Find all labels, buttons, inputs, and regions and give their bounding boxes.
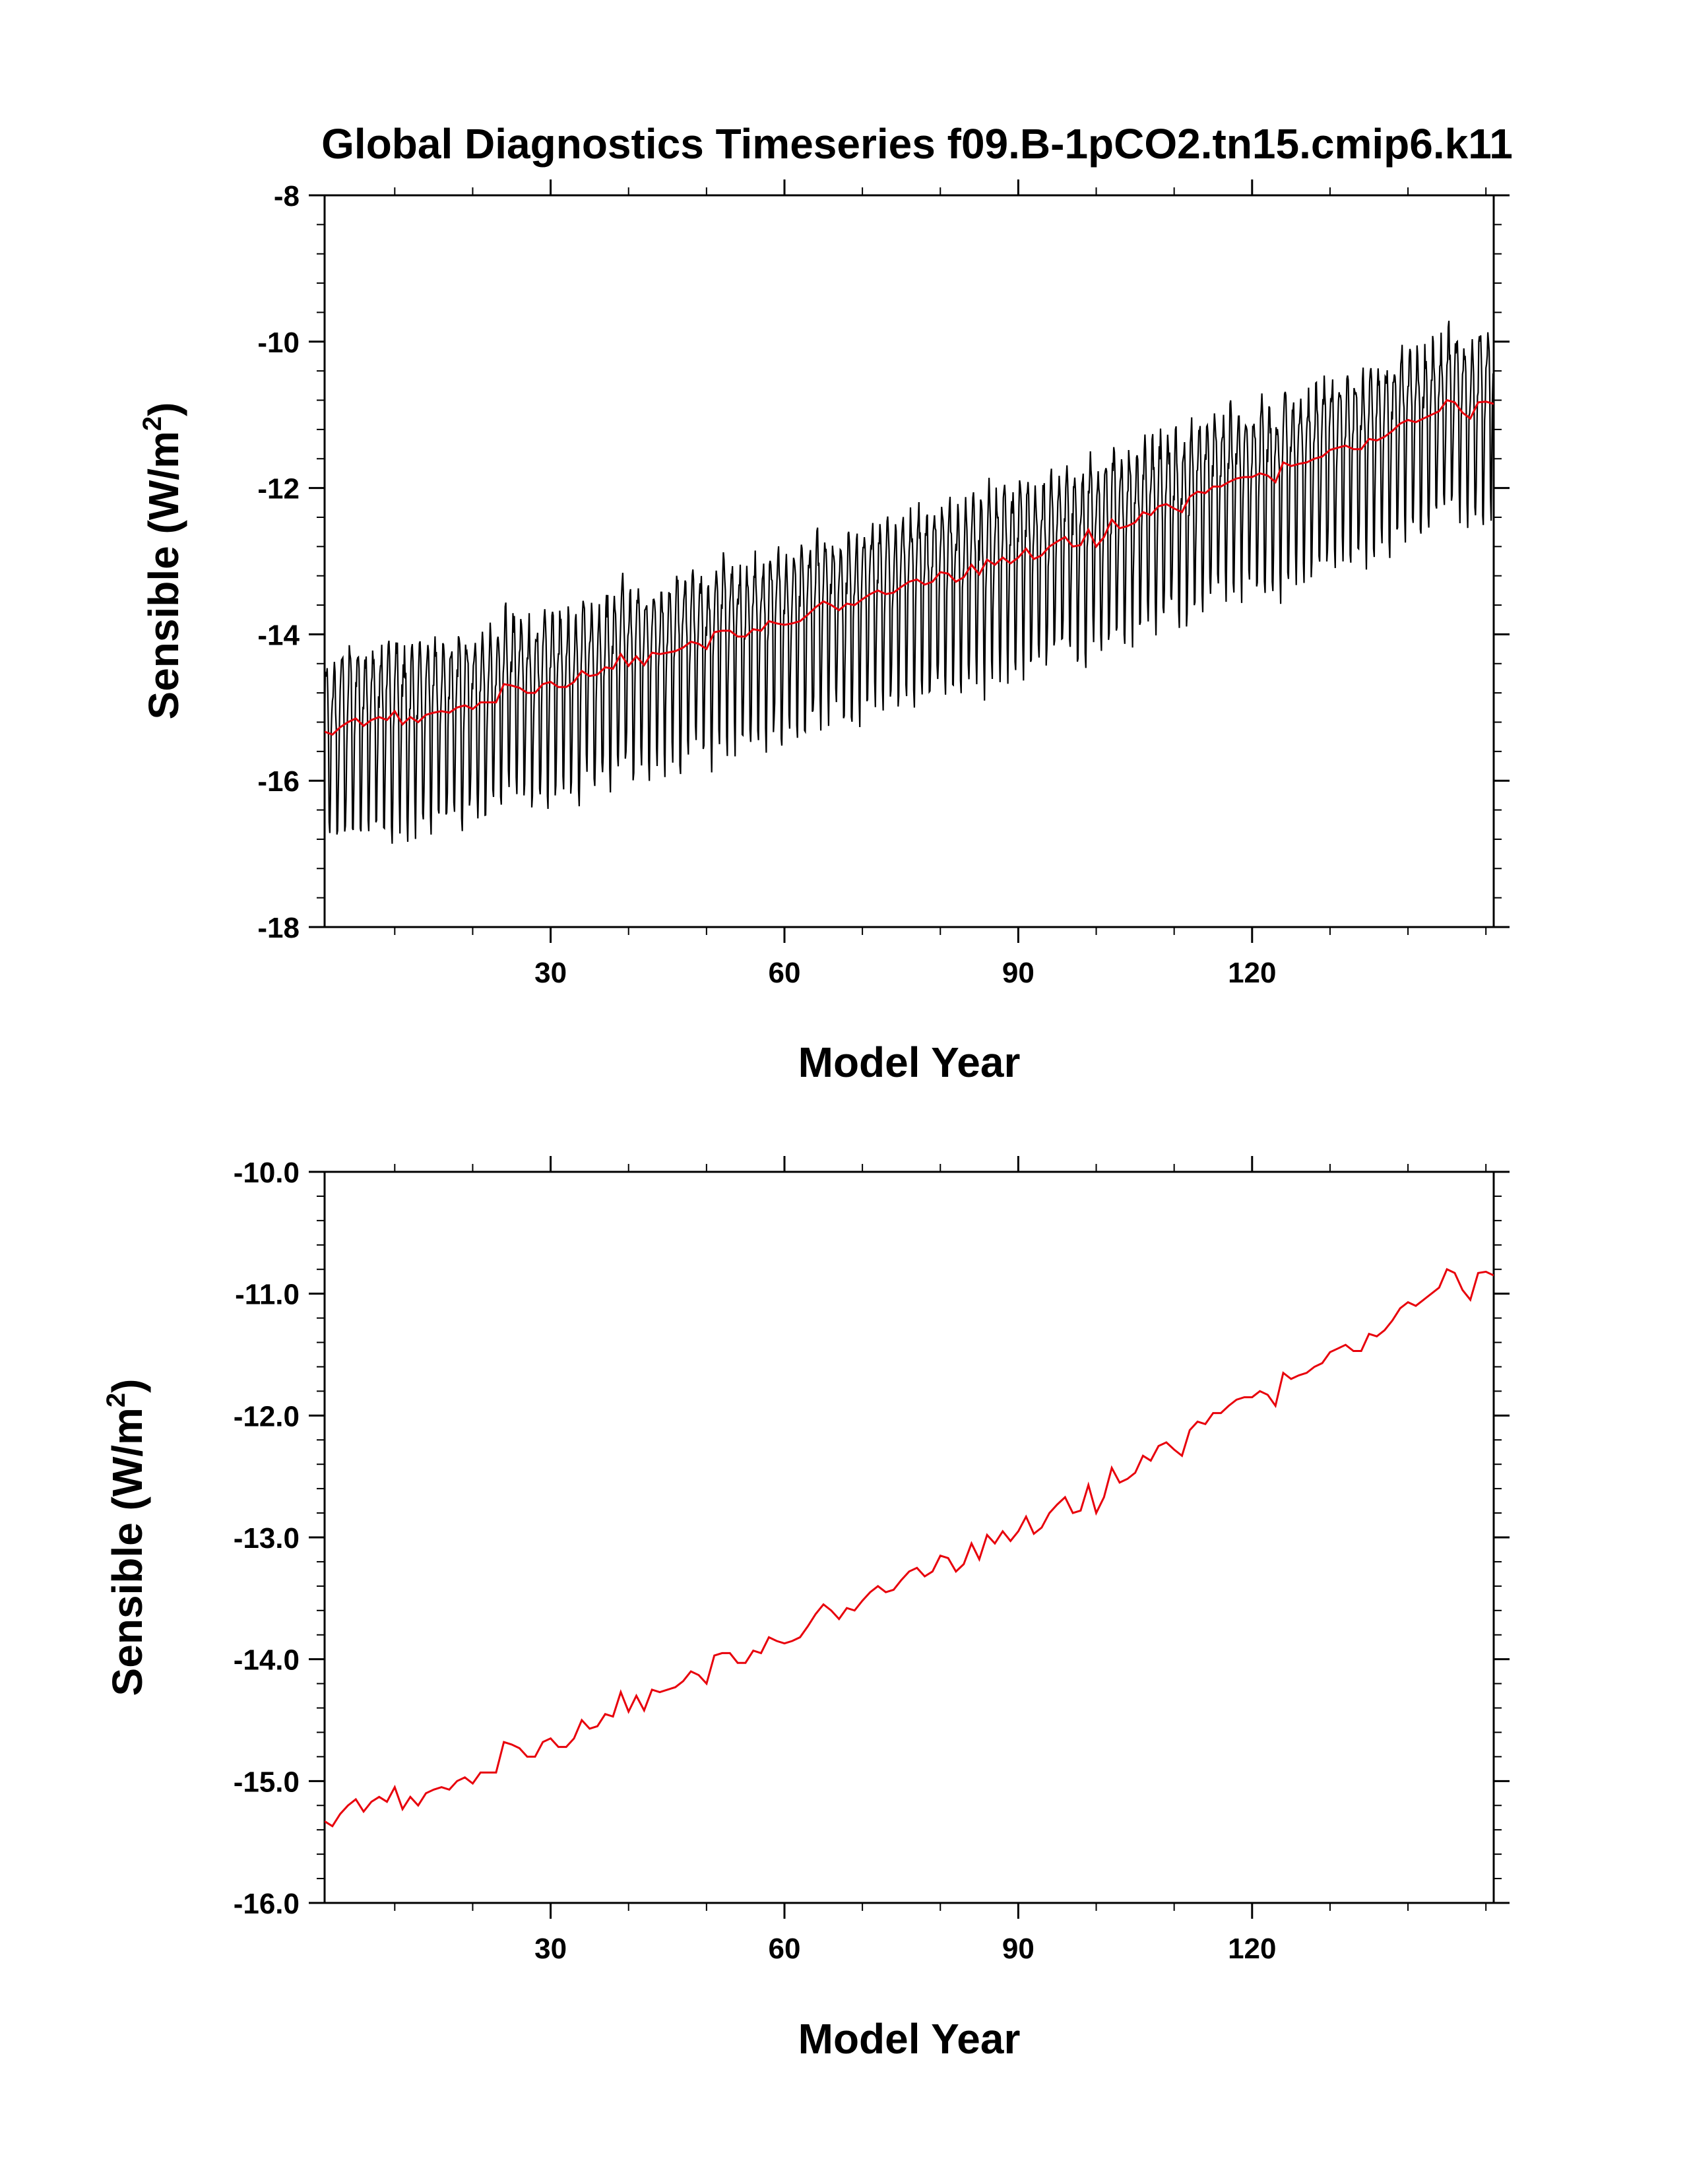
y-tick-label: -13.0 (234, 1522, 300, 1555)
annual-mean-line (325, 1268, 1494, 1828)
y-tick-labels: -18 -16 -14 -12 -10 -8 (257, 180, 300, 944)
y-axis-label: Sensible (W/m2) (138, 402, 187, 720)
x-tick-label: 30 (534, 1933, 567, 1965)
plot-frame (323, 194, 1495, 928)
axis-ticks (309, 1156, 1510, 1919)
x-tick-label: 30 (534, 957, 567, 989)
x-tick-label: 90 (1002, 957, 1035, 989)
x-tick-label: 90 (1002, 1933, 1035, 1965)
y-tick-labels: -16.0 -15.0 -14.0 -13.0 -12.0 -11.0 -10.0 (234, 1157, 300, 1920)
y-tick-label: -14.0 (234, 1644, 300, 1677)
y-tick-label: -10 (257, 327, 300, 359)
y-tick-label: -12.0 (234, 1400, 300, 1432)
monthly-mean-line (325, 321, 1494, 844)
x-tick-label: 60 (769, 957, 801, 989)
x-axis-label: Model Year (798, 1039, 1021, 1086)
y-tick-label: -11.0 (235, 1279, 300, 1311)
y-tick-label: -10.0 (234, 1157, 300, 1189)
y-tick-label: -8 (274, 180, 300, 212)
chart-title: Global Diagnostics Timeseries f09.B-1pCO… (321, 120, 1513, 168)
panel-top: 30 60 90 120 -18 -16 -14 -12 -10 -8 Model Year S… (138, 179, 1510, 1086)
x-tick-labels: 30 60 90 120 (534, 1933, 1276, 1965)
axis-ticks (309, 179, 1510, 943)
y-tick-label: -16.0 (234, 1888, 300, 1920)
x-tick-label: 60 (769, 1933, 801, 1965)
panel-bottom: 30 60 90 120 -16.0 -15.0 -14.0 -13.0 -12.0 -11.0… (102, 1156, 1510, 2063)
y-tick-label: -15.0 (234, 1766, 300, 1798)
x-tick-label: 120 (1228, 1933, 1276, 1965)
y-tick-label: -14 (257, 619, 300, 651)
annual-mean-line (325, 399, 1494, 736)
y-tick-label: -12 (257, 473, 300, 505)
x-tick-labels: 30 60 90 120 (534, 957, 1276, 989)
y-tick-label: -18 (257, 912, 300, 944)
y-tick-label: -16 (257, 765, 300, 798)
x-tick-label: 120 (1228, 957, 1276, 989)
x-axis-label: Model Year (798, 2015, 1021, 2063)
y-axis-label: Sensible (W/m2) (102, 1379, 151, 1696)
